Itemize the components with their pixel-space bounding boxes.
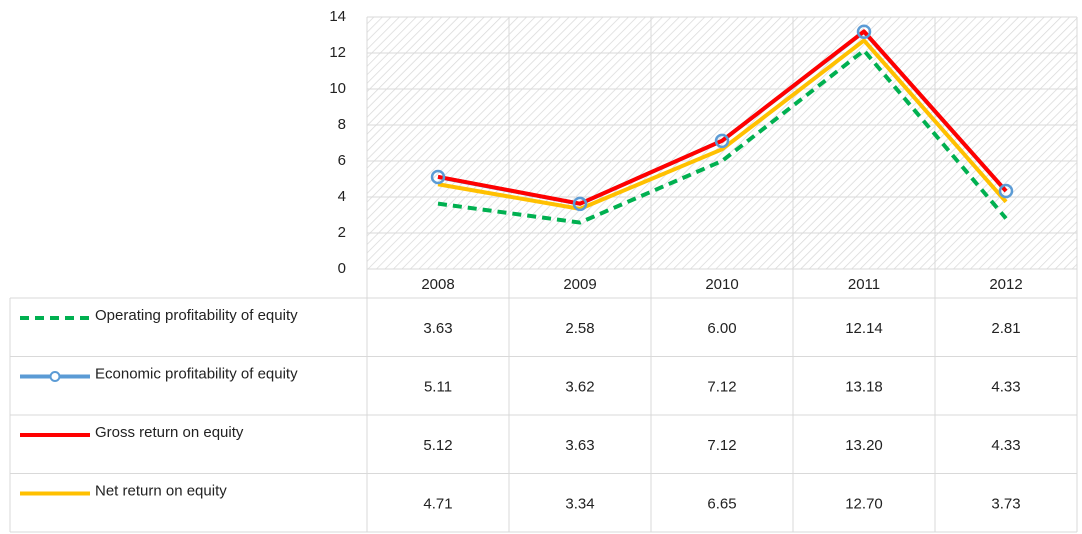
- series-marker: [572, 196, 588, 212]
- table-value: 2.58: [565, 320, 594, 337]
- legend-label: Net return on equity: [95, 482, 227, 499]
- table-value: 4.71: [423, 496, 452, 513]
- table-value: 3.63: [565, 437, 594, 454]
- table-value: 12.14: [845, 320, 883, 337]
- table-value: 4.33: [991, 437, 1020, 454]
- table-value: 5.11: [424, 379, 452, 396]
- legend-marker: [49, 371, 61, 382]
- x-tick-label: 2008: [421, 276, 454, 293]
- table-value: 3.62: [565, 379, 594, 396]
- y-tick-label: 10: [329, 80, 346, 97]
- table-value: 3.73: [991, 496, 1020, 513]
- series-marker: [714, 133, 730, 149]
- legend-label: Economic profitability of equity: [95, 365, 298, 382]
- series-marker: [998, 183, 1014, 199]
- table-value: 5.12: [423, 437, 452, 454]
- table-value: 6.65: [707, 496, 736, 513]
- series-line: [437, 38, 1008, 211]
- y-tick-label: 8: [338, 116, 346, 133]
- y-tick-label: 4: [338, 188, 346, 205]
- table-value: 2.81: [991, 320, 1020, 337]
- y-tick-label: 2: [338, 224, 346, 241]
- x-tick-label: 2011: [848, 276, 880, 293]
- y-tick-label: 6: [338, 152, 346, 169]
- y-tick-label: 0: [338, 260, 346, 277]
- table-value: 7.12: [707, 437, 736, 454]
- table-value: 13.20: [845, 437, 883, 454]
- series-marker: [430, 169, 446, 185]
- x-tick-label: 2009: [563, 276, 596, 293]
- table-value: 3.34: [565, 496, 594, 513]
- table-value: 6.00: [707, 320, 736, 337]
- y-tick-label: 14: [329, 8, 346, 25]
- table-value: 3.63: [423, 320, 452, 337]
- x-tick-label: 2012: [989, 276, 1022, 293]
- series-line: [437, 48, 1008, 225]
- table-value: 7.12: [707, 379, 736, 396]
- series-marker: [856, 24, 872, 40]
- y-tick-label: 12: [329, 44, 346, 61]
- legend-label: Operating profitability of equity: [95, 307, 298, 324]
- table-value: 13.18: [845, 379, 883, 396]
- series-line: [437, 29, 1008, 206]
- legend-label: Gross return on equity: [95, 424, 244, 441]
- table-value: 12.70: [845, 496, 883, 513]
- x-tick-label: 2010: [705, 276, 738, 293]
- table-value: 4.33: [991, 379, 1020, 396]
